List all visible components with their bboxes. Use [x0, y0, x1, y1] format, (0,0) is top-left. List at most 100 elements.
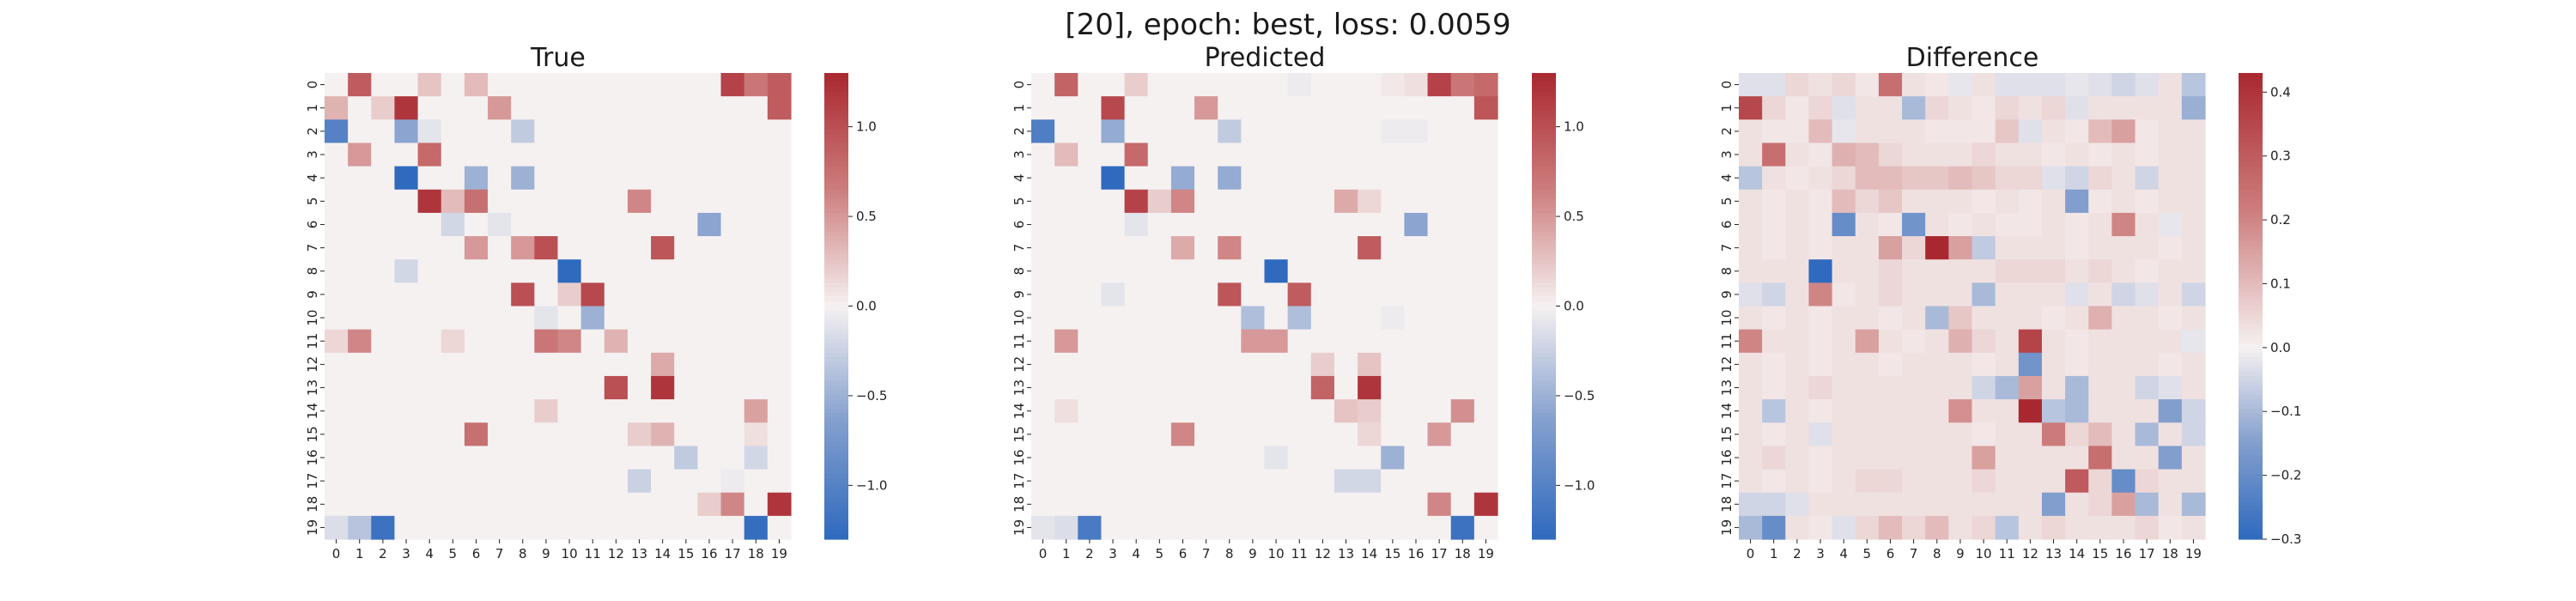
true-heatmap-cell [325, 329, 349, 354]
predicted-heatmap-cell [1427, 329, 1452, 354]
true-heatmap-cell [440, 212, 465, 237]
difference-heatmap-cell [1902, 375, 1926, 400]
difference-colorbar-segment [2239, 440, 2263, 446]
difference-heatmap-cell [1948, 119, 1973, 144]
true-heatmap-cell [604, 282, 629, 307]
difference-heatmap-cell [2158, 212, 2183, 237]
difference-heatmap-cell [2041, 399, 2066, 423]
predicted-heatmap-cell [1147, 212, 1172, 237]
true-heatmap-cell [557, 399, 582, 423]
true-heatmap-cell [488, 515, 512, 540]
true-colorbar-segment [824, 156, 848, 162]
predicted-heatmap-cell [1078, 375, 1103, 400]
predicted-heatmap-cell [1334, 143, 1358, 167]
true-heatmap-cell [534, 143, 559, 167]
predicted-heatmap-cell [1218, 492, 1242, 517]
predicted-colorbar-segment [1532, 361, 1556, 367]
difference-heatmap-cell [1971, 469, 1996, 494]
difference-colorbar-segment [2239, 227, 2263, 233]
true-colorbar-segment [824, 282, 848, 288]
predicted-colorbar-segment [1532, 152, 1556, 158]
predicted-heatmap-cell [1358, 515, 1382, 540]
true-heatmap-cell [464, 73, 489, 97]
true-colorbar-segment [824, 469, 848, 475]
predicted-heatmap-cell [1381, 399, 1405, 423]
true-heatmap-cell [674, 282, 698, 307]
true-heatmap-cell [440, 166, 465, 191]
true-colorbar-segment [824, 259, 848, 265]
true-colorbar-segment [824, 264, 848, 270]
predicted-heatmap-cell [1404, 143, 1429, 167]
predicted-heatmap-cell [1287, 236, 1312, 260]
true-heatmap-cell [557, 329, 582, 354]
true-y-tick-label: 1 [305, 104, 320, 112]
true-heatmap-cell [417, 375, 442, 400]
true-heatmap-cell [394, 329, 419, 354]
true-heatmap-cell [325, 515, 349, 540]
predicted-heatmap-cell [1264, 119, 1289, 144]
difference-heatmap-cell [2065, 515, 2089, 540]
predicted-heatmap-cell [1450, 492, 1475, 517]
predicted-heatmap-cell [1404, 236, 1429, 260]
difference-heatmap-cell [2041, 166, 2066, 191]
true-y-tick-label: 0 [305, 81, 320, 89]
true-heatmap-cell [580, 236, 605, 260]
true-colorbar-segment [824, 385, 848, 391]
difference-colorbar-segment [2239, 427, 2263, 433]
difference-heatmap-cell [2065, 212, 2089, 237]
predicted-heatmap-cell [1381, 352, 1405, 377]
difference-heatmap-cell [2041, 212, 2066, 237]
true-heatmap-cell [488, 119, 512, 144]
true-heatmap-cell [720, 119, 745, 144]
difference-heatmap-cell [1878, 212, 1903, 237]
true-heatmap-cell [557, 236, 582, 260]
predicted-heatmap-cell [1473, 352, 1498, 377]
true-colorbar-segment [824, 212, 848, 218]
true-colorbar-segment [824, 250, 848, 256]
true-heatmap-cell [651, 329, 675, 354]
predicted-heatmap-cell [1473, 469, 1498, 494]
true-colorbar-tick-label: 0.0 [856, 299, 877, 314]
true-heatmap-cell [394, 259, 419, 283]
predicted-heatmap-cell [1287, 166, 1312, 191]
predicted-heatmap-cell [1427, 469, 1452, 494]
predicted-heatmap-cell [1031, 375, 1055, 400]
difference-heatmap-cell [1995, 96, 2020, 120]
difference-heatmap-cell [1832, 352, 1856, 377]
predicted-heatmap-cell [1241, 189, 1266, 214]
difference-heatmap-cell [1739, 399, 1763, 423]
true-heatmap-cell [394, 375, 419, 400]
true-colorbar-segment [824, 394, 848, 400]
difference-heatmap-cell [2065, 73, 2089, 97]
difference-heatmap-cell [2181, 119, 2206, 144]
predicted-colorbar-segment [1532, 348, 1556, 354]
difference-heatmap-cell [2041, 259, 2066, 283]
true-heatmap-cell [348, 236, 372, 260]
difference-heatmap-cell [1762, 282, 1786, 307]
difference-heatmap-cell [1902, 469, 1926, 494]
difference-heatmap-cell [1785, 189, 1810, 214]
difference-heatmap-cell [2065, 306, 2089, 331]
predicted-heatmap-cell [1450, 422, 1475, 446]
predicted-heatmap-cell [1054, 422, 1078, 446]
difference-x-tick-label: 4 [1839, 546, 1848, 562]
difference-colorbar-segment [2239, 110, 2263, 116]
predicted-heatmap-cell [1078, 492, 1103, 517]
true-y-tick-label: 6 [305, 221, 320, 229]
predicted-heatmap-cell [1241, 329, 1266, 354]
true-heatmap-cell [697, 166, 722, 191]
predicted-heatmap-cell [1450, 143, 1475, 167]
true-heatmap-cell [767, 446, 792, 470]
predicted-heatmap-cell [1170, 236, 1195, 260]
true-heatmap-cell [488, 375, 512, 400]
predicted-colorbar-segment [1532, 488, 1556, 494]
difference-heatmap-cell [1785, 446, 1810, 470]
true-colorbar-segment [824, 408, 848, 414]
predicted-heatmap-cell [1194, 352, 1218, 377]
predicted-colorbar-segment [1532, 254, 1556, 260]
true-heatmap-cell [674, 446, 698, 470]
predicted-heatmap-cell [1358, 166, 1382, 191]
true-colorbar-segment [824, 124, 848, 130]
difference-heatmap-cell [2111, 73, 2136, 97]
true-heatmap-cell [604, 469, 629, 494]
